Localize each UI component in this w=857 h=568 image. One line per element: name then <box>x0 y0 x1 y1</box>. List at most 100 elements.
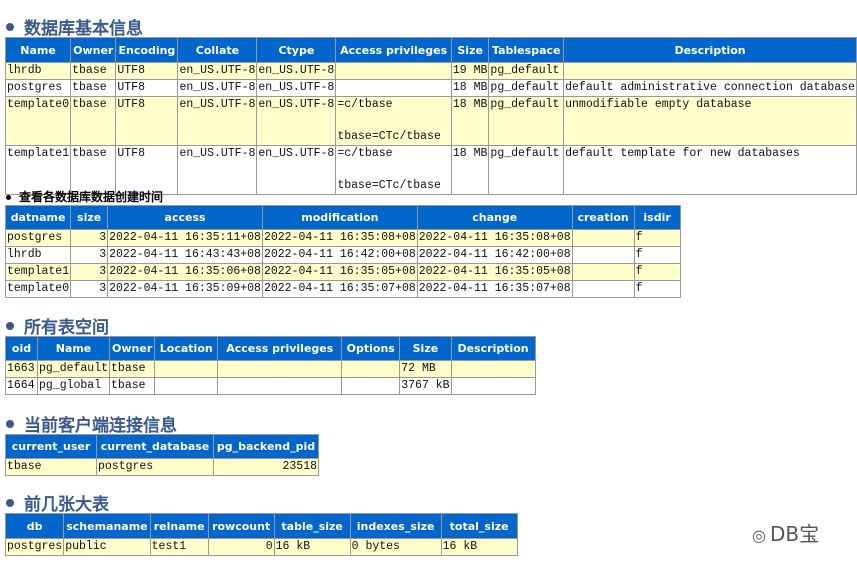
table-cell: en_US.UTF-8 <box>256 96 337 146</box>
table-cell: f <box>633 229 681 247</box>
column-header: Options <box>341 336 401 361</box>
table-cell: template1 <box>4 145 72 195</box>
table-cell <box>571 229 635 247</box>
column-header: relname <box>149 513 209 539</box>
table-cell: pg_default <box>488 62 565 80</box>
table-cell: 1664 <box>5 377 38 395</box>
bullet-icon <box>6 195 11 200</box>
table-cell <box>154 360 219 378</box>
table-cell <box>571 280 635 298</box>
table-row: tbase postgres 23518 <box>5 458 319 476</box>
table-cell: postgres <box>4 79 72 97</box>
table-cell: =c/tbase tbase=CTc/tbase <box>335 96 452 146</box>
bullet-icon <box>6 322 14 330</box>
bullet-icon <box>6 499 14 507</box>
table-cell: 2022-04-11 16:35:08+08 <box>261 229 418 247</box>
table-cell: en_US.UTF-8 <box>177 62 258 80</box>
table-cell: lhrdb <box>4 62 72 80</box>
column-header: Owner <box>109 336 156 361</box>
table-cell: 3 <box>70 280 109 298</box>
table-cell: f <box>633 263 681 281</box>
data-table: db schemaname relname rowcount table_size ind… <box>4 513 518 556</box>
table-row: 1663 pg_default tbase 72 MB <box>5 360 536 378</box>
section-title-text: 前几张大表 <box>24 495 109 515</box>
table-cell: 3767 kB <box>399 377 452 395</box>
table-cell: en_US.UTF-8 <box>177 96 258 146</box>
table-cell: 23518 <box>213 458 319 476</box>
table-cell: 18 MB <box>450 79 490 97</box>
table-cell: 2022-04-11 16:42:00+08 <box>261 246 418 264</box>
table-cell: pg_global <box>36 377 111 395</box>
data-table: datname size access modification change creat… <box>4 205 681 298</box>
table-cell: pg_default <box>488 79 565 97</box>
column-header: Description <box>450 336 536 361</box>
table-cell: 3 <box>70 229 109 247</box>
table-row: template0 tbase UTF8 en_US.UTF-8 en_US.UTF-8… <box>4 96 857 146</box>
column-header: indexes_size <box>349 513 442 539</box>
table-cell: unmodifiable empty database <box>563 96 857 146</box>
table-cell: 3 <box>70 246 109 264</box>
table-cell: lhrdb <box>4 246 72 264</box>
watermark: ◎ DB宝 <box>752 522 820 546</box>
data-table: current_user current_database pg_backend_p… <box>5 434 319 476</box>
table-cell: 72 MB <box>399 360 452 378</box>
column-header: creation <box>571 205 635 230</box>
table-cell: 0 bytes <box>349 538 442 556</box>
table-cell <box>450 360 536 378</box>
section-title: 所有表空间 <box>6 313 109 338</box>
table-cell: 2022-04-11 16:35:06+08 <box>107 263 263 281</box>
table-cell: pg_default <box>36 360 111 378</box>
table-cell <box>217 360 343 378</box>
column-header: Owner <box>70 37 117 63</box>
column-header: Collate <box>177 37 258 63</box>
column-header: Access privileges <box>335 37 452 63</box>
table-cell: 16 kB <box>273 538 351 556</box>
table-row: postgres 3 2022-04-11 16:35:11+08 2022-04-1… <box>4 229 681 247</box>
table-cell: 2022-04-11 16:35:09+08 <box>107 280 263 298</box>
table-cell: =c/tbase tbase=CTc/tbase <box>335 145 452 195</box>
table-cell: tbase <box>5 458 97 476</box>
column-header: isdir <box>633 205 681 230</box>
column-header: Ctype <box>256 37 337 63</box>
column-header: total_size <box>440 513 518 539</box>
section-title: 查看各数据库数据创建时间 <box>6 188 163 205</box>
table-cell: UTF8 <box>115 96 179 146</box>
table-cell: UTF8 <box>115 79 179 97</box>
table-cell: tbase <box>70 62 117 80</box>
section-title-text: 数据库基本信息 <box>24 19 143 39</box>
table-cell: 0 <box>207 538 275 556</box>
section-title: 前几张大表 <box>6 490 109 515</box>
table-cell: 2022-04-11 16:35:11+08 <box>107 229 263 247</box>
column-header: change <box>416 205 573 230</box>
column-header: Name <box>36 336 111 361</box>
table-cell: en_US.UTF-8 <box>256 145 337 195</box>
table-cell <box>154 377 219 395</box>
table-row: template1 tbase UTF8 en_US.UTF-8 en_US.UTF-8… <box>4 145 857 195</box>
table-cell: 2022-04-11 16:35:05+08 <box>416 263 573 281</box>
table-cell <box>217 377 343 395</box>
table-cell <box>341 377 401 395</box>
table-row: postgres public test1 0 16 kB 0 bytes 16 kB <box>4 538 518 556</box>
column-header: datname <box>4 205 72 230</box>
table-cell <box>571 246 635 264</box>
column-header: rowcount <box>207 513 275 539</box>
table-cell: public <box>63 538 151 556</box>
table-cell: tbase <box>109 377 156 395</box>
table-cell: default administrative connection databa… <box>563 79 857 97</box>
table-cell: f <box>633 280 681 298</box>
table-cell: template1 <box>4 263 72 281</box>
table-cell: postgres <box>4 538 65 556</box>
table-cell: 18 MB <box>450 96 490 146</box>
column-header: modification <box>261 205 418 230</box>
column-header: pg_backend_pid <box>213 434 319 459</box>
section-title-text: 所有表空间 <box>24 318 109 338</box>
column-header: current_database <box>96 434 214 459</box>
table-cell <box>450 377 536 395</box>
column-header: Size <box>399 336 452 361</box>
table-cell: pg_default <box>488 96 565 146</box>
column-header: Encoding <box>115 37 179 63</box>
table-cell: 1663 <box>5 360 38 378</box>
column-header: Tablespace <box>488 37 565 63</box>
data-table: oid Name Owner Location Access privileges Opt… <box>5 336 536 395</box>
column-header: schemaname <box>63 513 151 539</box>
